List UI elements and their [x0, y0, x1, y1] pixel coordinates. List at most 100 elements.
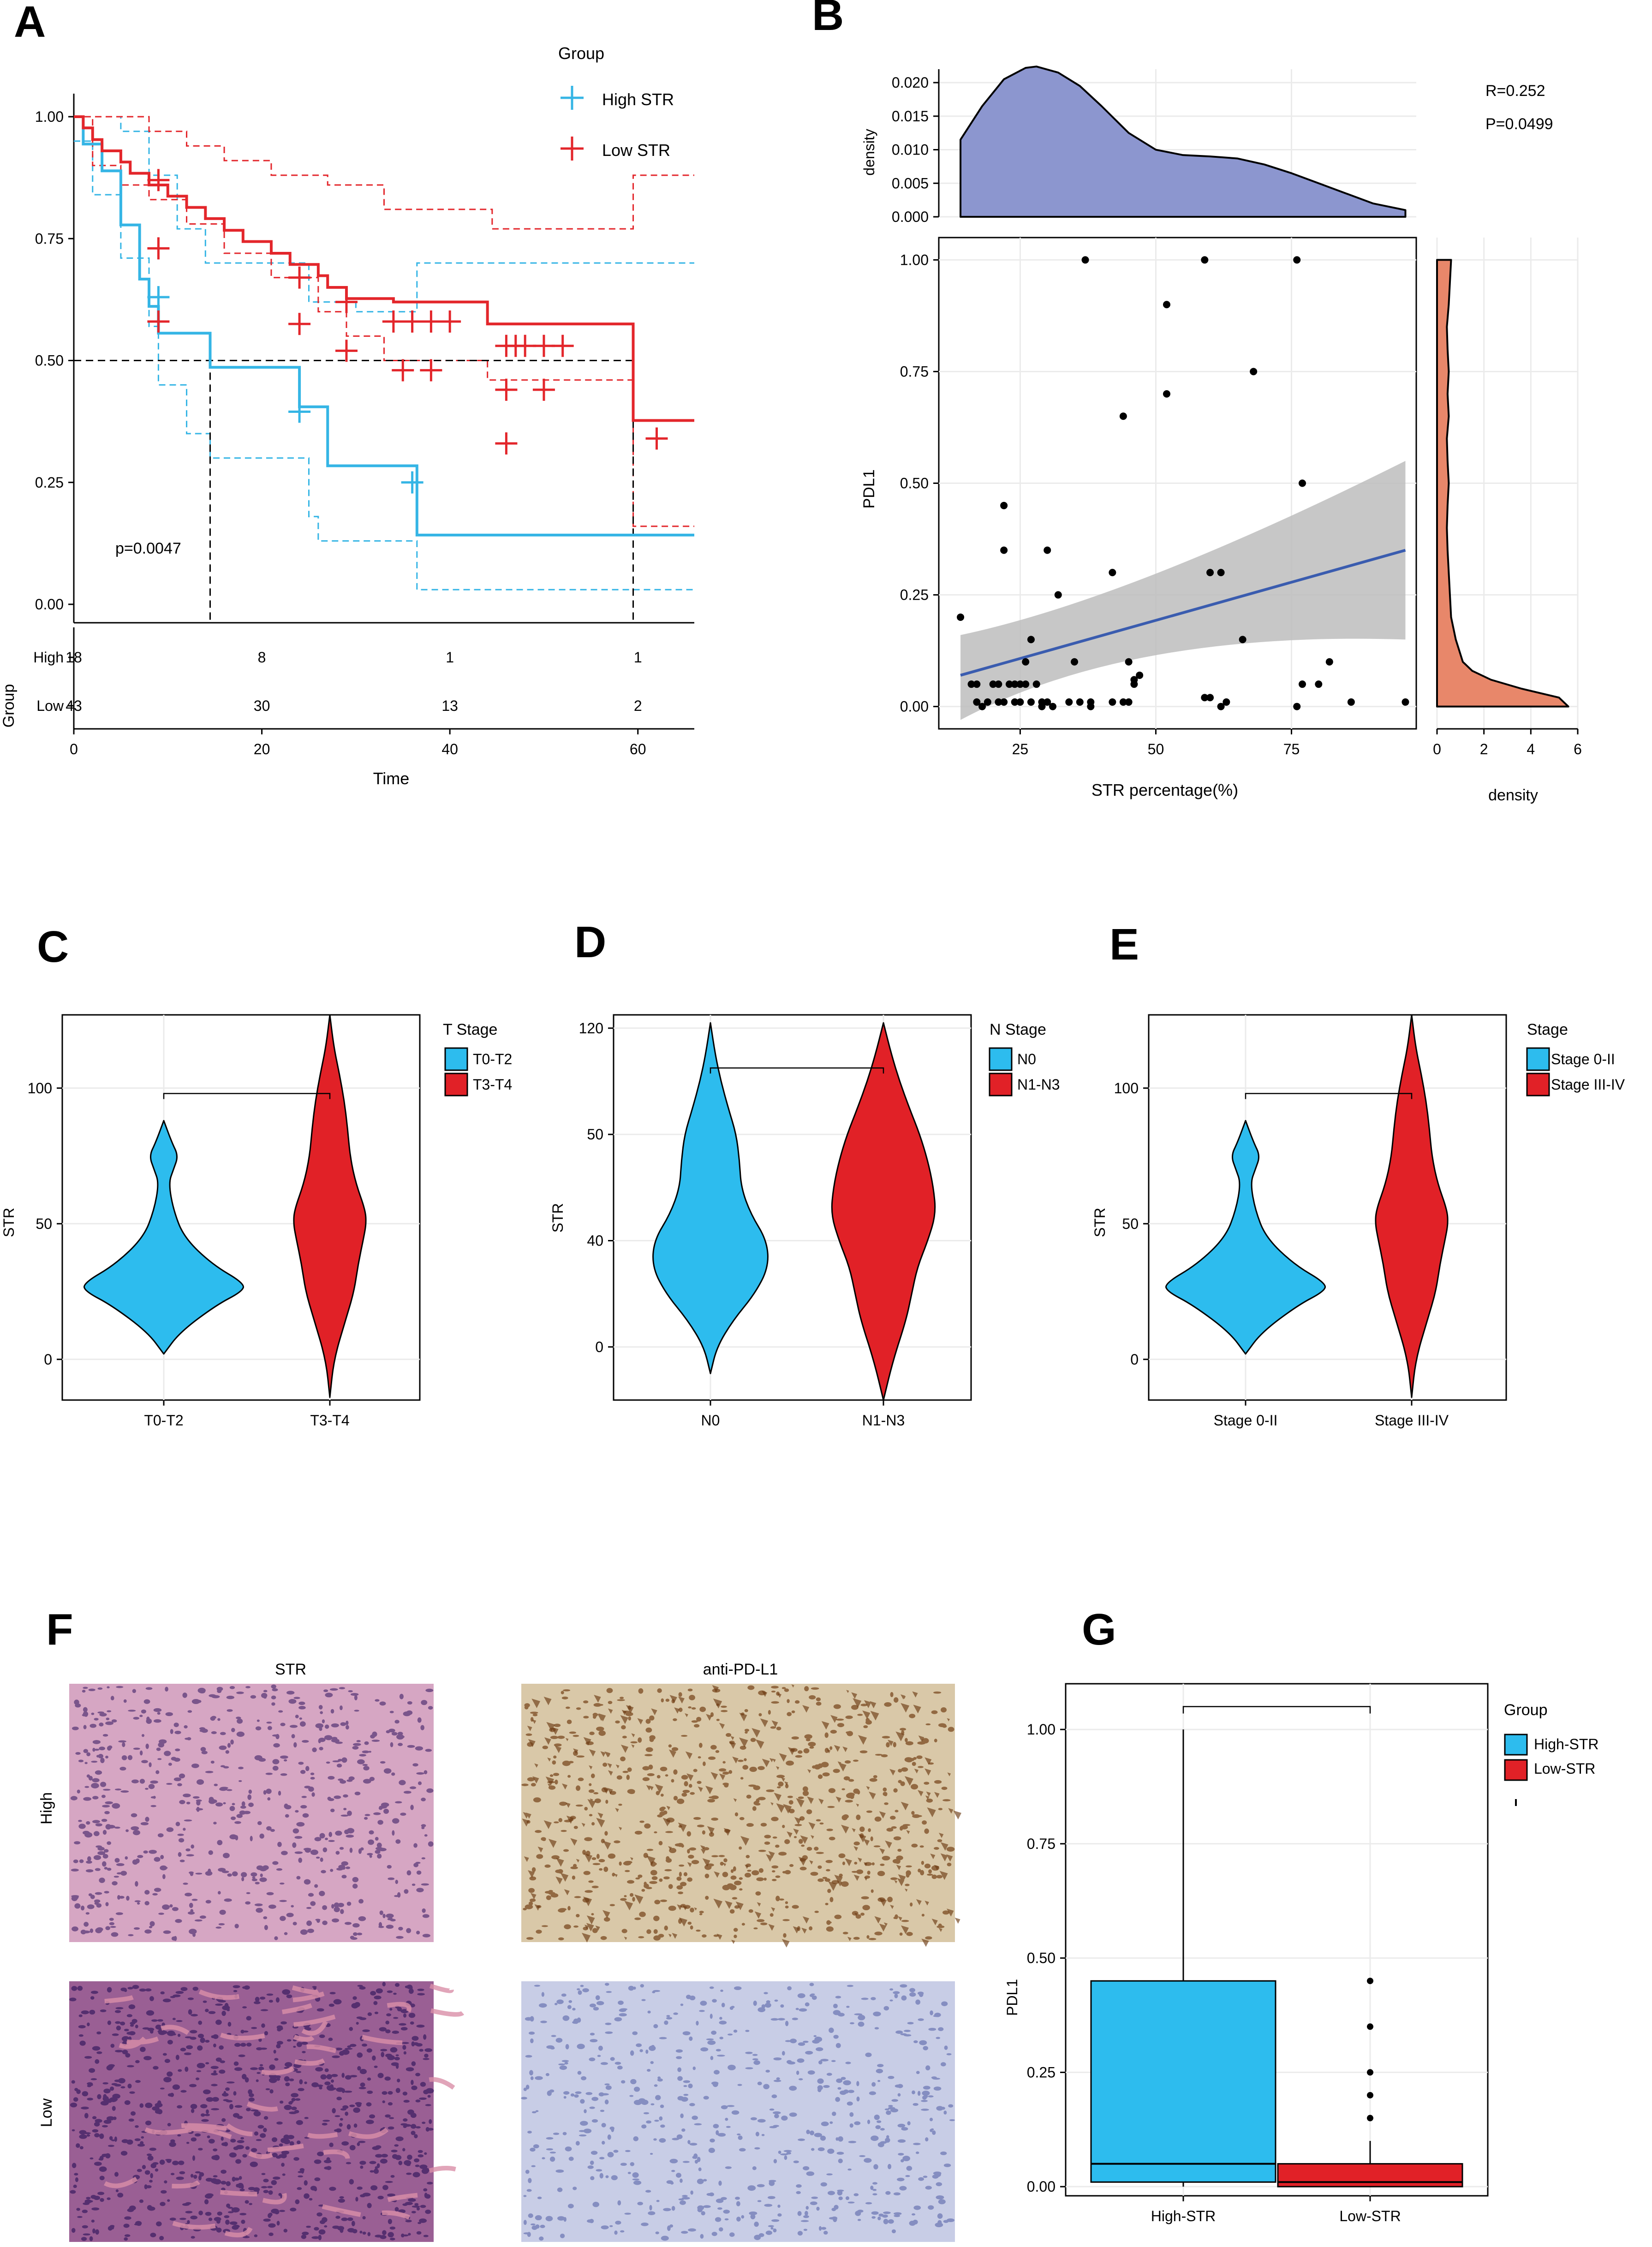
scatter-point [1000, 546, 1008, 554]
violin-e-legend-item-2: Stage III-IV [1551, 1076, 1625, 1093]
km-censor-mark [392, 359, 414, 381]
scatter-ylabel: PDL1 [860, 469, 878, 508]
km-ci-lower-low [74, 116, 694, 527]
top-density-plot: 0.000 0.005 0.010 0.015 0.020 [892, 66, 1416, 225]
panel-label-c: C [37, 922, 69, 972]
km-censor-mark [401, 310, 423, 333]
scatter-annotation-p: P=0.0499 [1485, 115, 1553, 133]
box-legend-title: Group [1504, 1701, 1548, 1719]
scatter-point [1201, 256, 1209, 264]
scatter-point [1163, 301, 1170, 309]
km-ci-upper-low [74, 116, 694, 230]
scatter-ytick-label: 0.00 [900, 698, 929, 715]
km-xtick-label: 20 [254, 741, 270, 757]
scatter-point [1071, 658, 1079, 666]
histology-col-title-str: STR [275, 1661, 306, 1678]
top-density-ytick-label: 0.010 [892, 142, 929, 158]
box-ytick-label: 0.50 [1027, 1950, 1056, 1967]
histology-row-label-low: Low [38, 2098, 55, 2127]
right-density-xtick-label: 6 [1574, 741, 1582, 757]
scatter-point [1016, 698, 1024, 706]
violin-shape [1375, 1014, 1449, 1398]
histology-cell-nuclei [69, 1982, 434, 2241]
panel-label-g: G [1082, 1605, 1116, 1654]
km-censor-mark [147, 237, 170, 260]
violin-c-ylabel: STR [0, 1208, 17, 1237]
km-xlabel: Time [373, 769, 410, 788]
km-censor-mark [532, 378, 555, 401]
scatter-point [1347, 698, 1355, 706]
km-legend-high-label: High STR [602, 90, 674, 109]
violin-e-legend-item-1: Stage 0-II [1551, 1051, 1615, 1067]
histology-row-label-high: High [38, 1792, 55, 1824]
scatter-point [1299, 680, 1306, 688]
scatter-point [1206, 694, 1214, 702]
panel-label-f: F [46, 1605, 73, 1654]
box-legend-swatch [1504, 1734, 1528, 1756]
scatter-ytick-label: 0.75 [900, 363, 929, 380]
scatter-point [1293, 256, 1301, 264]
km-legend-low: Low STR [561, 137, 670, 161]
scatter-point [1109, 569, 1116, 577]
km-censor-mark [147, 310, 170, 333]
scatter-main: 25 50 75 0.00 0.25 0.50 0.75 1.00 [900, 237, 1417, 757]
scatter-point [1201, 694, 1209, 702]
violin-xtick-label: Stage 0-II [1214, 1412, 1278, 1429]
top-density-area [960, 66, 1407, 218]
km-legend-marker [561, 137, 584, 161]
box-outlier [1367, 2092, 1373, 2098]
histology-image-1 [69, 1684, 434, 1942]
scatter-point [1223, 698, 1230, 706]
significance-bracket [1245, 1093, 1413, 1099]
scatter-point [973, 698, 981, 706]
top-density-ytick-label: 0.005 [892, 175, 929, 191]
scatter-point [1125, 698, 1133, 706]
scatter-ytick-label: 0.50 [900, 475, 929, 492]
violin-ytick-label: 0 [595, 1339, 603, 1355]
violin-ytick-label: 50 [36, 1216, 52, 1232]
scatter-point [1011, 680, 1019, 688]
scatter-point [1081, 256, 1089, 264]
km-censor-mark [532, 334, 555, 357]
panel-label-e: E [1109, 920, 1139, 969]
km-legend-high: High STR [561, 86, 674, 110]
scatter-xtick-label: 25 [1012, 741, 1029, 757]
risk-count: 18 [66, 649, 82, 666]
km-curve-high [74, 115, 694, 536]
scatter-point [984, 698, 991, 706]
significance-bracket [1182, 1706, 1371, 1714]
scatter-point [1044, 698, 1051, 706]
violin-d-legend-title: N Stage [990, 1021, 1046, 1038]
violin-ytick-label: 0 [1130, 1351, 1139, 1368]
regression-line [960, 548, 1406, 677]
right-density-xtick-label: 4 [1527, 741, 1535, 757]
risk-count: 1 [446, 649, 454, 666]
risk-count: 8 [258, 649, 266, 666]
violin-xtick-label: N0 [701, 1412, 720, 1429]
panel-a-km-plot: 0.00 0.25 0.50 0.75 1.00 p=0.0047 Group High… [0, 44, 694, 788]
top-density-ylabel: density [861, 129, 877, 175]
violin-c-legend-item-1: T0-T2 [473, 1051, 512, 1067]
km-survival-curves [74, 115, 694, 536]
scatter-xlabel: STR percentage(%) [1091, 781, 1238, 799]
km-censor-mark [551, 334, 574, 357]
km-legend-title: Group [558, 44, 604, 63]
significance-bracket [710, 1067, 884, 1074]
km-censor-mark [288, 313, 311, 335]
violin-d-legend-item-1: N0 [1017, 1051, 1036, 1067]
scatter-point [1016, 680, 1024, 688]
box-iqr [1277, 2163, 1463, 2187]
top-density-ytick-label: 0.000 [892, 209, 929, 225]
scatter-point [1049, 703, 1056, 710]
top-density-ytick-label: 0.015 [892, 108, 929, 125]
scatter-point [1136, 671, 1144, 679]
histology-stroma-strands [104, 1984, 465, 2238]
scatter-xtick-label: 75 [1283, 741, 1300, 757]
km-censor-mark [288, 266, 311, 289]
panel-label-d: D [574, 918, 606, 967]
violin-legend-swatch [444, 1047, 468, 1071]
violin-legend-swatch [444, 1073, 468, 1097]
right-density-plot: 0 2 4 6 [1433, 238, 1582, 757]
scatter-point [1206, 569, 1214, 577]
